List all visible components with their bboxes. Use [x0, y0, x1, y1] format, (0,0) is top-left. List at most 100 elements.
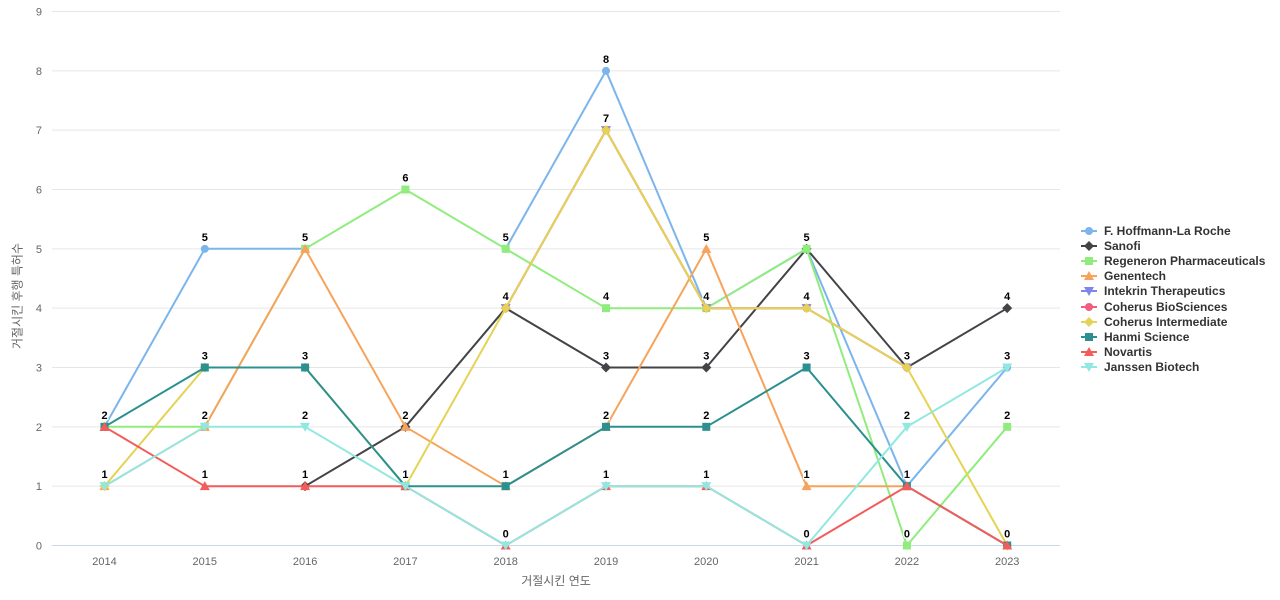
- legend-item-coherus-intermediate[interactable]: Coherus Intermediate: [1081, 314, 1265, 329]
- point-genentech-2017: [400, 421, 411, 431]
- data-label: 1: [804, 469, 810, 481]
- point-regeneron-pharmaceuticals-2023: [1003, 422, 1012, 431]
- legend-item-sanofi[interactable]: Sanofi: [1081, 238, 1265, 253]
- y-tick-label: 6: [36, 185, 42, 197]
- point-hanmi-science-2019: [602, 422, 610, 431]
- y-tick-label: 7: [36, 125, 42, 137]
- legend-item-intekrin-therapeutics[interactable]: Intekrin Therapeutics: [1081, 284, 1265, 299]
- data-label: 2: [402, 410, 408, 422]
- legend-item-genentech[interactable]: Genentech: [1081, 269, 1265, 284]
- series-janssen-biotech: [99, 363, 1013, 551]
- point-hanmi-science-2018: [501, 482, 510, 491]
- legend-marker-icon: [1081, 256, 1097, 265]
- legend-item-coherus-biosciences[interactable]: Coherus BioSciences: [1081, 299, 1265, 314]
- data-label: 2: [101, 410, 107, 422]
- point-janssen-biotech-2019: [601, 482, 611, 492]
- point-coherus-intermediate-2019: [601, 125, 611, 136]
- data-label: 4: [1004, 291, 1011, 303]
- legend-marker-icon: [1081, 332, 1097, 341]
- x-tick-label: 2014: [92, 556, 116, 568]
- data-label: 1: [503, 469, 509, 481]
- data-label: 3: [703, 351, 709, 363]
- point-sanofi-2020: [701, 362, 712, 373]
- legend-marker-icon: [1081, 316, 1097, 327]
- legend-label: Coherus Intermediate: [1104, 314, 1228, 329]
- y-tick-label: 0: [36, 541, 42, 553]
- legend-label: Intekrin Therapeutics: [1104, 284, 1226, 299]
- data-label: 3: [603, 351, 609, 363]
- y-tick-label: 1: [36, 481, 42, 493]
- data-label: 5: [503, 232, 509, 244]
- point-genentech-2020: [701, 243, 712, 253]
- x-tick-label: 2018: [493, 556, 517, 568]
- legend-item-f-hoffmann-la-roche[interactable]: F. Hoffmann-La Roche: [1081, 223, 1265, 238]
- point-novartis-2023: [1002, 540, 1013, 550]
- data-label: 1: [603, 469, 609, 481]
- legend-item-hanmi-science[interactable]: Hanmi Science: [1081, 329, 1265, 344]
- point-janssen-biotech-2022: [901, 422, 912, 432]
- data-label: 2: [202, 410, 208, 422]
- data-label: 5: [202, 232, 208, 244]
- x-axis-title: 거절시킨 연도: [521, 574, 591, 588]
- point-novartis-2015: [199, 481, 210, 491]
- legend-marker-icon: [1081, 240, 1097, 251]
- data-label: 0: [804, 529, 810, 541]
- legend-item-novartis[interactable]: Novartis: [1081, 345, 1265, 360]
- data-label: 4: [603, 291, 610, 303]
- y-tick-label: 5: [36, 244, 42, 256]
- point-janssen-biotech-2017: [400, 482, 411, 492]
- legend-marker-icon: [1081, 302, 1097, 311]
- data-label: 1: [402, 469, 408, 481]
- point-novartis-2014: [99, 421, 110, 431]
- data-label: 4: [503, 291, 510, 303]
- point-janssen-biotech-2023: [1002, 363, 1013, 373]
- point-novartis-2022: [901, 481, 912, 491]
- point-sanofi-2023: [1002, 303, 1013, 314]
- point-janssen-biotech-2018: [500, 541, 511, 551]
- data-label: 1: [202, 469, 208, 481]
- data-label: 0: [904, 529, 910, 541]
- point-coherus-intermediate-2022: [901, 362, 912, 373]
- data-label: 1: [101, 469, 107, 481]
- point-janssen-biotech-2014: [99, 482, 110, 492]
- legend-label: Sanofi: [1104, 238, 1141, 253]
- point-coherus-intermediate-2020: [701, 303, 712, 314]
- point-hanmi-science-2021: [802, 363, 811, 372]
- data-labels: 2 5 5 5 8 4 5 1 3 1 2 4 3 3 3 4 2 6 4 0 2 1 1 2 5 1 7 4 3 3 1 0 2 3 1 0 1 1 0 2…: [100, 53, 1012, 542]
- point-genentech-2016: [300, 243, 311, 253]
- data-label: 3: [804, 351, 810, 363]
- point-sanofi-2019: [601, 362, 611, 373]
- y-axis-title: 거절시킨 후행 특허수: [10, 242, 25, 350]
- data-label: 3: [1004, 351, 1010, 363]
- data-label: 5: [703, 232, 709, 244]
- legend-label: Regeneron Pharmaceuticals: [1104, 253, 1266, 268]
- point-regeneron-pharmaceuticals-2019: [602, 304, 610, 313]
- data-label: 2: [302, 410, 308, 422]
- x-tick-label: 2016: [293, 556, 317, 568]
- data-label: 3: [904, 351, 910, 363]
- x-tick-label: 2019: [594, 556, 618, 568]
- data-label: 2: [1004, 410, 1010, 422]
- x-tick-label: 2020: [694, 556, 718, 568]
- point-hanmi-science-2016: [301, 363, 310, 372]
- y-tick-label: 9: [36, 7, 42, 19]
- x-tick-label: 2017: [393, 556, 417, 568]
- legend-marker-icon: [1081, 271, 1097, 281]
- point-coherus-intermediate-2021: [801, 303, 812, 314]
- y-tick-label: 2: [36, 422, 42, 434]
- series-line-janssen-biotech: [103, 366, 1009, 547]
- legend-item-janssen-biotech[interactable]: Janssen Biotech: [1081, 360, 1265, 375]
- legend: F. Hoffmann-La Roche Sanofi Regeneron Phar…: [1081, 223, 1265, 375]
- point-hanmi-science-2020: [702, 422, 711, 431]
- data-label: 3: [202, 351, 208, 363]
- data-label: 4: [804, 291, 811, 303]
- x-tick-label: 2023: [995, 556, 1019, 568]
- point-f-hoffmann-la-roche-2019: [602, 66, 610, 75]
- data-label: 7: [603, 113, 609, 125]
- legend-item-regeneron-pharmaceuticals[interactable]: Regeneron Pharmaceuticals: [1081, 253, 1265, 268]
- data-label: 2: [703, 410, 709, 422]
- point-regeneron-pharmaceuticals-2022: [902, 541, 911, 550]
- y-tick-label: 3: [36, 363, 42, 375]
- series-line-hanmi-science: [103, 366, 1009, 547]
